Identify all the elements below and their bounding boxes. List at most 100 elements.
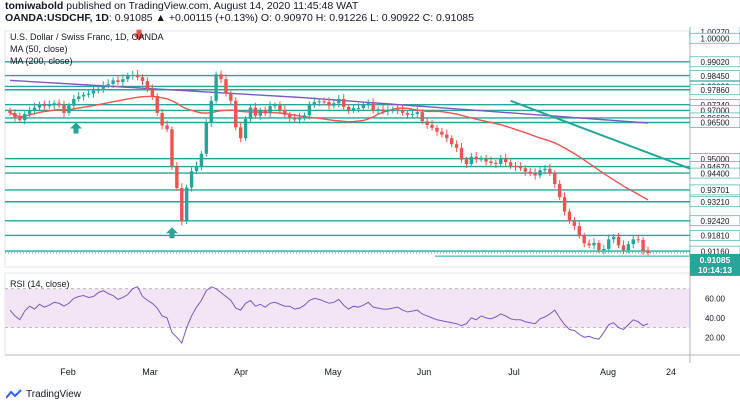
tradingview-logo[interactable]: TradingView [6, 389, 81, 400]
chart-frame[interactable]: RSI (14, close) Feb Mar Apr May Jun Jul Aug 24 … [0, 27, 740, 383]
candle [268, 106, 272, 114]
candle [234, 100, 238, 128]
candle [288, 114, 292, 118]
chart-title: U.S. Dollar / Swiss Franc, 1D, OANDA [10, 32, 164, 42]
price-axis-label: 0.93210 [701, 198, 730, 207]
candle [371, 103, 375, 111]
rsi-line [9, 286, 649, 345]
candle [626, 244, 631, 251]
candle [567, 211, 572, 221]
sell-arrow-icon [133, 29, 145, 41]
candle [302, 115, 307, 118]
candle [263, 110, 267, 114]
candle [607, 239, 611, 249]
candle [130, 74, 135, 76]
price-axis-label: 1.00270 [701, 28, 730, 37]
candle [77, 96, 81, 99]
candle [616, 236, 621, 246]
price-axis-label: 0.98450 [701, 72, 730, 81]
candle [160, 112, 164, 126]
candle [86, 93, 91, 95]
candle [13, 112, 17, 118]
candle [621, 245, 626, 251]
tradingview-wordmark: TradingView [26, 389, 82, 400]
candle [553, 173, 557, 184]
candle [52, 103, 56, 106]
candle [322, 101, 326, 103]
candle [391, 109, 395, 111]
price-label-box [689, 70, 740, 81]
candle [494, 162, 498, 164]
ma50-line [9, 95, 649, 201]
candle [337, 98, 341, 104]
candle [381, 109, 385, 112]
candle [631, 239, 635, 245]
candle [42, 104, 47, 107]
candle [96, 88, 101, 91]
candle [499, 158, 503, 164]
candle [332, 103, 336, 106]
candle [611, 236, 616, 240]
candle [121, 79, 125, 83]
candle [484, 158, 488, 162]
candle [224, 79, 228, 94]
candle [204, 122, 209, 154]
price-chart[interactable]: RSI (14, close) Feb Mar Apr May Jun Jul Aug 24 … [0, 27, 740, 383]
candle [400, 109, 405, 113]
candle [91, 90, 96, 94]
candle [273, 105, 277, 107]
candle [503, 158, 508, 163]
candle [253, 107, 258, 116]
price-axis-label: 0.93701 [701, 186, 730, 195]
candle [209, 100, 213, 123]
candle [184, 187, 189, 222]
candle [57, 103, 61, 106]
candle [415, 112, 420, 115]
price-label-box [689, 32, 740, 44]
candle [356, 108, 361, 110]
candle [106, 83, 110, 86]
candle [18, 117, 22, 121]
candle [342, 98, 346, 107]
candle [533, 173, 537, 176]
time-axis-label: Aug [600, 367, 616, 377]
price-label-box [689, 196, 740, 208]
candle [572, 220, 577, 227]
candle [199, 153, 204, 167]
candle [587, 243, 591, 246]
candle [528, 171, 532, 174]
candle [27, 110, 32, 115]
price-axis-label: 0.91160 [701, 247, 730, 256]
tradingview-icon [6, 389, 22, 400]
symbol-label: OANDA:USDCHF, 1D [5, 12, 109, 24]
price-axis-label: 0.97000 [701, 107, 730, 116]
price-axis-label: 1.00000 [701, 34, 730, 43]
candle [523, 168, 528, 172]
author-name[interactable]: tomiwabold [5, 0, 64, 12]
candle [459, 147, 464, 160]
candle [449, 138, 454, 145]
candle [508, 162, 513, 166]
candle [361, 104, 366, 109]
candle [548, 168, 552, 174]
candle [278, 105, 282, 110]
candle [445, 134, 449, 139]
buy-arrow-icon [166, 227, 178, 239]
price-pane [4, 30, 691, 268]
price-label-box [689, 215, 740, 227]
candle [145, 81, 150, 90]
candle [557, 183, 562, 198]
candle [238, 127, 243, 139]
price-label-box [689, 117, 740, 128]
candle [180, 188, 184, 222]
candle [317, 101, 321, 103]
candle [307, 105, 312, 116]
candle [440, 131, 444, 135]
time-axis-label: Jun [417, 367, 432, 377]
last-price-label: 0.91085 [700, 255, 731, 265]
price-axis-label: 0.99020 [701, 58, 730, 67]
candle [126, 75, 130, 80]
buy-arrow-icon [70, 122, 82, 134]
candle [67, 105, 71, 113]
candle [518, 167, 523, 169]
